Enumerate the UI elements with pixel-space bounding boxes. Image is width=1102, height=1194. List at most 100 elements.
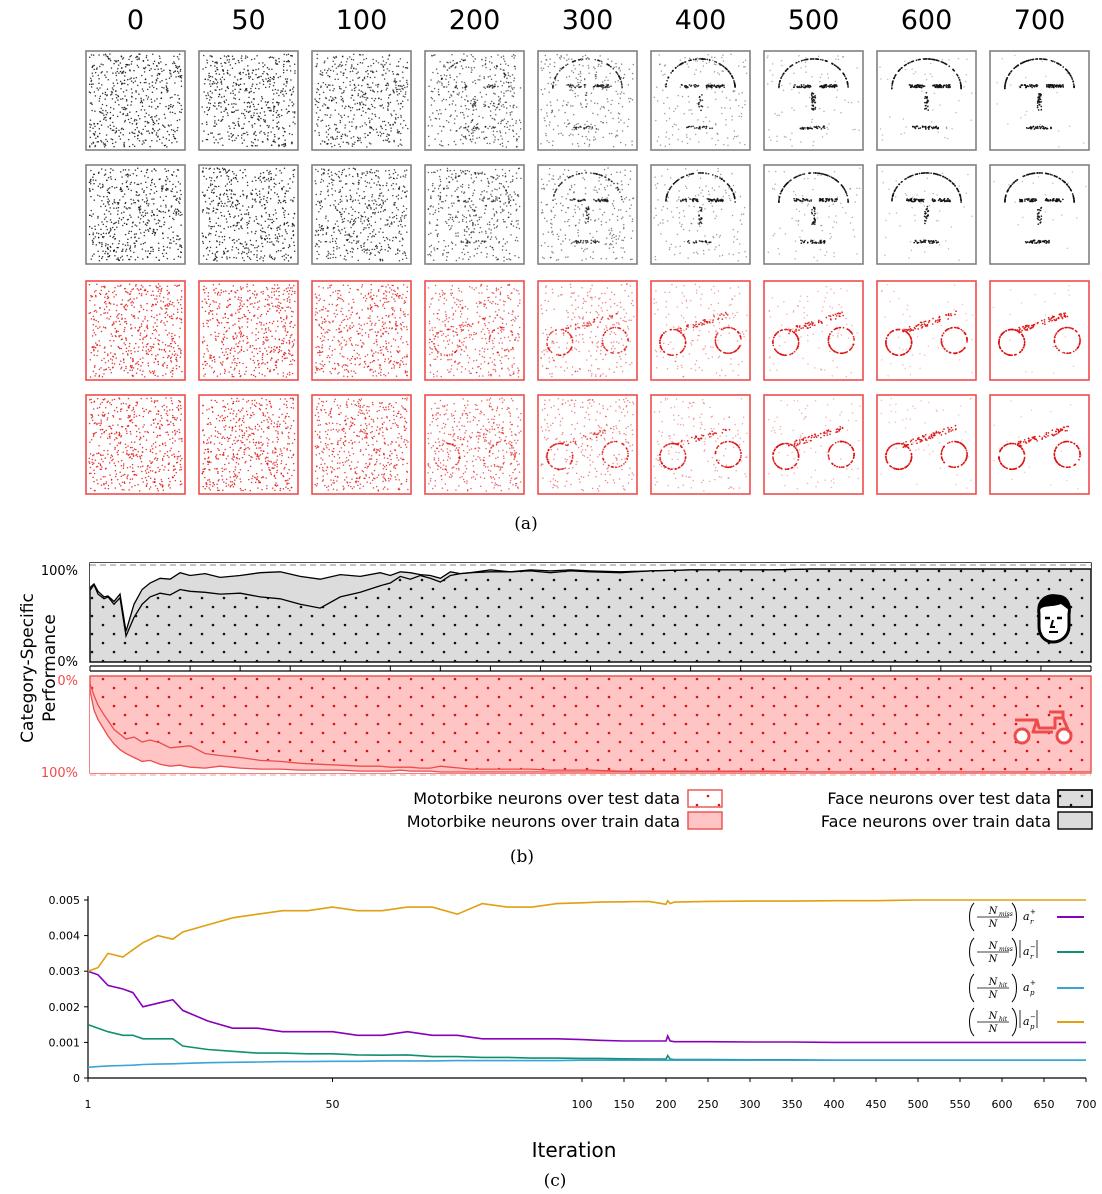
neuron-dot <box>708 120 711 122</box>
neuron-dot <box>879 66 881 69</box>
neuron-dot <box>174 130 176 133</box>
neuron-dot <box>467 125 470 128</box>
neuron-dot <box>136 225 138 227</box>
neuron-dot <box>287 59 290 62</box>
neuron-dot <box>925 78 928 81</box>
neuron-dot <box>583 77 586 80</box>
neuron-dot <box>164 168 166 170</box>
neuron-dot <box>153 168 156 170</box>
neuron-dot <box>148 132 151 134</box>
neuron-dot <box>387 104 390 106</box>
neuron-dot <box>172 71 175 74</box>
neuron-dot <box>315 218 318 220</box>
neuron-dot <box>348 212 350 215</box>
neuron-dot <box>616 130 618 132</box>
neuron-dot <box>709 82 712 84</box>
feature-dot <box>1070 75 1072 78</box>
feature-dot <box>587 125 590 128</box>
neuron-dot <box>489 142 491 145</box>
column-label: 200 <box>449 5 501 36</box>
neuron-dot <box>124 201 127 204</box>
feature-dot <box>674 67 677 69</box>
neuron-dot <box>124 107 127 109</box>
neuron-dot <box>742 61 745 63</box>
neuron-dot <box>111 142 114 145</box>
neuron-dot <box>363 211 366 213</box>
neuron-dot <box>483 76 485 78</box>
neuron-dot <box>905 126 907 128</box>
neuron-dot <box>250 87 252 90</box>
neuron-dot <box>331 187 333 190</box>
neuron-dot <box>242 205 244 207</box>
neuron-dot <box>933 92 936 95</box>
feature-dot <box>1004 82 1007 85</box>
neuron-dot <box>218 93 221 96</box>
neuron-dot <box>340 137 342 140</box>
neuron-dot <box>541 93 544 95</box>
neuron-dot <box>462 135 465 138</box>
neuron-dot <box>214 78 217 80</box>
neuron-dot <box>251 204 254 207</box>
grid-cell-face <box>198 50 299 151</box>
neuron-dot <box>548 91 550 93</box>
neuron-dot <box>177 169 180 171</box>
feature-dot <box>1017 64 1020 66</box>
neuron-dot <box>122 196 124 198</box>
feature-dot <box>832 63 834 65</box>
neuron-dot <box>273 140 275 143</box>
neuron-dot <box>738 93 740 95</box>
neuron-dot <box>133 202 135 204</box>
neuron-dot <box>155 108 157 110</box>
neuron-dot <box>607 79 609 81</box>
neuron-dot <box>233 122 235 124</box>
neuron-dot <box>509 124 511 127</box>
neuron-dot <box>939 104 941 106</box>
neuron-dot <box>809 125 812 128</box>
neuron-dot <box>210 191 213 193</box>
neuron-dot <box>721 112 723 115</box>
feature-dot <box>928 58 931 60</box>
neuron-dot <box>225 189 228 191</box>
neuron-dot <box>271 78 273 80</box>
neuron-dot <box>101 221 103 223</box>
neuron-dot <box>122 57 125 59</box>
feature-dot <box>800 59 803 62</box>
neuron-dot <box>201 191 204 193</box>
feature-dot <box>1004 87 1006 90</box>
feature-dot <box>583 86 586 88</box>
neuron-dot <box>104 74 106 76</box>
neuron-dot <box>283 95 285 97</box>
neuron-dot <box>269 107 271 109</box>
neuron-dot <box>399 123 402 125</box>
neuron-dot <box>314 103 317 106</box>
neuron-dot <box>283 53 285 56</box>
neuron-dot <box>131 92 133 94</box>
neuron-dot <box>403 170 406 172</box>
neuron-dot <box>344 133 346 136</box>
neuron-dot <box>258 119 260 122</box>
neuron-dot <box>274 62 277 64</box>
neuron-dot <box>349 189 351 191</box>
neuron-dot <box>365 111 367 114</box>
neuron-dot <box>374 76 376 79</box>
feature-dot <box>1036 104 1039 107</box>
neuron-dot <box>262 260 265 262</box>
neuron-dot <box>774 112 776 115</box>
neuron-dot <box>272 213 275 216</box>
neuron-dot <box>116 213 119 216</box>
neuron-dot <box>316 57 319 60</box>
neuron-dot <box>268 180 270 182</box>
feature-dot <box>589 126 591 128</box>
neuron-dot <box>231 103 233 105</box>
feature-dot <box>839 68 842 71</box>
neuron-dot <box>375 60 378 62</box>
neuron-dot <box>120 188 122 190</box>
neuron-dot <box>465 122 467 125</box>
feature-dot <box>583 127 585 129</box>
feature-dot <box>1066 70 1069 73</box>
neuron-dot <box>370 65 372 67</box>
feature-dot <box>1027 85 1030 88</box>
neuron-dot <box>251 206 253 208</box>
neuron-dot <box>214 125 216 127</box>
neuron-dot <box>123 206 126 208</box>
